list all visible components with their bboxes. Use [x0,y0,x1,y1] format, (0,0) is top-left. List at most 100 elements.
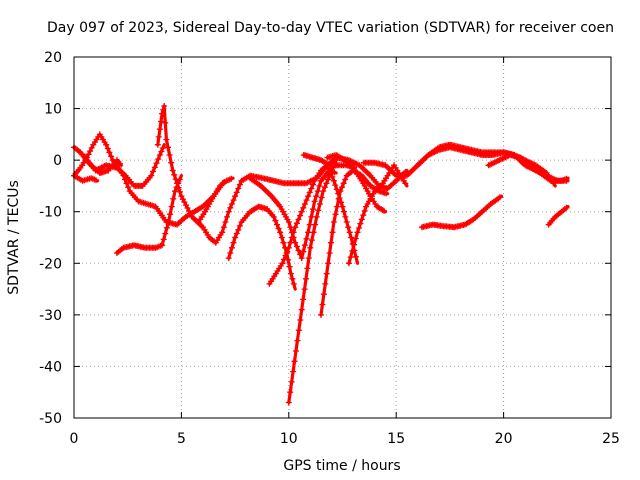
x-axis-label: GPS time / hours [283,458,400,474]
data-point [236,181,243,188]
x-tick-label: 10 [280,431,298,447]
series-pass-7 [195,175,235,225]
data-point [320,188,327,195]
data-point [306,189,313,196]
data-point [313,213,320,220]
y-axis-label: SDTVAR / TECUs [6,180,22,295]
data-point [108,153,115,160]
data-point [351,164,357,171]
data-point [288,378,295,385]
y-tick-label: -10 [39,205,62,221]
data-point [342,213,349,220]
data-point [220,224,227,231]
data-point [563,204,570,211]
data-point [345,260,352,267]
data-point [162,230,169,237]
grid-lines [74,57,611,418]
plot-frame [73,56,612,419]
x-tick-label: 25 [602,431,620,447]
data-point [168,203,175,210]
data-point [293,220,300,227]
data-point [159,110,166,117]
data-point [318,194,325,201]
data-point [297,212,304,219]
data-point [322,280,329,287]
data-point [93,177,99,184]
data-point [282,252,289,259]
data-point [88,144,95,151]
data-point [323,270,330,277]
data-point [174,180,181,187]
data-point [235,226,242,233]
data-point [358,216,365,223]
data-point [154,141,161,148]
data-point [329,229,336,236]
data-point [163,136,170,143]
data-point [303,275,309,282]
data-point [177,188,183,195]
data-point [286,263,293,270]
data-point [332,182,339,189]
data-point [321,184,328,191]
data-point [310,229,317,236]
data-point [125,184,132,191]
data-point [298,208,305,215]
data-point [285,399,292,406]
data-point [279,260,286,267]
series-pass-18 [485,152,570,184]
data-point [318,311,324,318]
data-point [335,195,342,202]
data-point [290,368,297,375]
data-point [159,145,166,152]
data-point [308,237,315,244]
data-point [153,160,160,167]
data-point [301,286,308,293]
data-point [122,176,128,183]
data-point [292,239,299,246]
data-point [281,256,287,263]
data-point [168,159,175,166]
data-point [381,207,387,214]
data-point [280,239,287,246]
data-point [291,358,298,365]
data-point [285,219,292,225]
data-point [304,265,311,272]
x-tick-label: 15 [387,431,405,447]
data-point [277,229,284,236]
data-point [228,201,235,207]
data-point [290,280,297,287]
data-point [294,337,301,344]
data-point [323,180,330,187]
data-point [165,144,171,151]
data-point [316,201,323,207]
data-point [295,216,302,223]
data-point [306,221,313,228]
series-pass-14 [300,152,357,171]
data-point [300,296,307,303]
series-line [287,158,338,405]
data-point [227,204,234,211]
data-point [228,175,235,182]
data-point [402,180,409,187]
data-point [356,225,362,231]
y-tick-label: -50 [39,411,62,427]
data-point [233,230,240,237]
series-pass-6 [154,103,409,246]
data-point [347,254,354,261]
series-pass-4 [71,172,100,184]
data-point [120,172,127,179]
data-point [169,167,176,174]
series-pass-19 [419,194,504,231]
data-point [116,160,123,167]
data-point [123,180,130,187]
data-point [325,176,331,183]
series-pass-20 [545,204,570,228]
data-point [354,229,361,236]
data-point [383,190,390,197]
data-point [106,149,113,156]
data-point [87,148,94,155]
data-point [352,235,359,242]
data-point [352,253,359,260]
data-point [287,224,294,231]
data-point [339,184,345,191]
